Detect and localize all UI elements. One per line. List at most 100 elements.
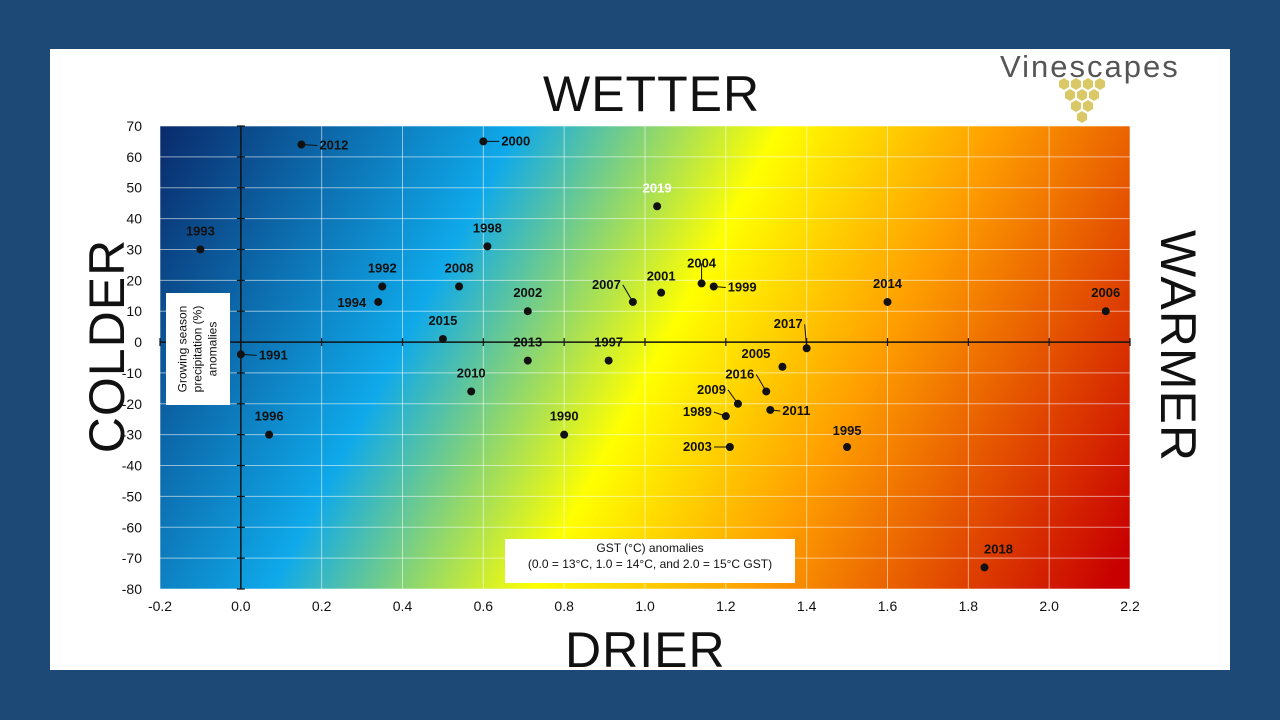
data-point (438, 334, 447, 343)
data-point (980, 563, 989, 572)
data-point-label: 1999 (728, 280, 757, 295)
data-point (653, 202, 662, 211)
data-point-label: 2013 (513, 335, 542, 350)
data-point-label: 1998 (473, 220, 502, 235)
y-axis-title: Growing season precipitation (%) anomali… (166, 293, 230, 405)
y-tick-label: 20 (126, 272, 142, 288)
data-point-label: 1989 (683, 404, 712, 419)
data-point-label: 1995 (833, 423, 862, 438)
y-tick-label: -10 (122, 365, 142, 381)
data-point-label: 2004 (687, 255, 717, 270)
data-point-label: 2002 (513, 285, 542, 300)
data-point-label: 2010 (457, 365, 486, 380)
data-point (1101, 307, 1110, 316)
data-point (657, 288, 666, 297)
data-point-label: 1991 (259, 347, 288, 362)
data-point (802, 344, 811, 353)
x-axis-title-line1: GST (°C) anomalies (596, 541, 704, 555)
grape-hex-logo-icon (1059, 78, 1105, 123)
data-point-label: 2007 (592, 277, 621, 292)
drier-label: DRIER (565, 622, 726, 678)
warmer-label: WARMER (1149, 230, 1206, 462)
x-tick-label: 0.0 (231, 598, 251, 614)
scatter-chart: -0.2 0.0 0.2 0.4 0.6 0.8 1.0 1.2 1.4 1.6 1.8 2.0 2.2… (122, 118, 1140, 614)
y-tick-label: -40 (122, 458, 142, 474)
y-tick-label: 60 (126, 149, 142, 165)
data-point-label: 2012 (319, 138, 348, 153)
data-point (560, 430, 569, 439)
x-tick-label: 1.4 (797, 598, 817, 614)
data-point (523, 307, 532, 316)
data-point (196, 245, 205, 254)
data-point (883, 297, 892, 306)
y-tick-label: 40 (126, 211, 142, 227)
data-point-label: 2018 (984, 541, 1013, 556)
colder-label: COLDER (79, 238, 136, 454)
data-point (479, 137, 488, 146)
y-tick-label: -80 (122, 581, 142, 597)
data-point (721, 412, 730, 421)
data-point-label: 2015 (428, 313, 457, 328)
x-tick-label: 2.0 (1039, 598, 1059, 614)
data-point (697, 279, 706, 288)
data-point (778, 362, 787, 371)
data-point (297, 140, 306, 149)
data-point (709, 282, 718, 291)
x-tick-label: 0.6 (474, 598, 494, 614)
y-tick-label: -60 (122, 519, 142, 535)
data-point (374, 297, 383, 306)
x-tick-label: 0.4 (393, 598, 413, 614)
x-tick-label: -0.2 (148, 598, 172, 614)
data-points: 1989 1990 1991 1992 1993 1994 1995 1996 1997 1998… (186, 133, 1120, 572)
data-point-label: 2000 (501, 133, 530, 148)
data-point-label: 1994 (337, 295, 367, 310)
data-point-label: 2019 (643, 180, 672, 195)
y-tick-label: -30 (122, 427, 142, 443)
data-point-label: 1990 (550, 409, 579, 424)
data-point-label: 1996 (255, 409, 284, 424)
data-point (733, 399, 742, 408)
y-tick-label: -50 (122, 488, 142, 504)
data-point (455, 282, 464, 291)
data-point-label: 2016 (725, 366, 754, 381)
data-point-label: 1993 (186, 223, 215, 238)
y-axis-title-text: Growing season precipitation (%) anomali… (175, 305, 220, 393)
data-point-label: 2005 (741, 346, 770, 361)
x-tick-label: 2.2 (1120, 598, 1140, 614)
data-point (378, 282, 387, 291)
x-tick-label: 1.8 (959, 598, 979, 614)
x-axis-title-line2: (0.0 = 13°C, 1.0 = 14°C, and 2.0 = 15°C … (527, 556, 773, 571)
x-axis-title: GST (°C) anomalies (0.0 = 13°C, 1.0 = 14… (505, 539, 795, 583)
data-point-label: 2008 (445, 261, 474, 276)
x-tick-label: 0.2 (312, 598, 332, 614)
data-point (236, 350, 245, 359)
x-tick-label: 1.6 (878, 598, 898, 614)
data-point-label: 2014 (873, 276, 903, 291)
data-point-label: 2009 (697, 382, 726, 397)
data-point-label: 2017 (774, 316, 803, 331)
data-point (725, 443, 734, 452)
point-leader-line (804, 324, 808, 349)
data-point (523, 356, 532, 365)
x-tick-label: 0.8 (554, 598, 574, 614)
data-point (766, 405, 775, 414)
data-point (483, 242, 492, 251)
y-tick-label: -20 (122, 396, 142, 412)
vinescapes-logo-text: Vinescapes (1000, 49, 1180, 84)
x-tick-label: 1.0 (635, 598, 655, 614)
y-tick-label: 0 (134, 334, 142, 350)
data-point-label: 1997 (594, 335, 623, 350)
y-tick-label: 50 (126, 180, 142, 196)
data-point (628, 297, 637, 306)
wetter-label: WETTER (543, 66, 761, 122)
data-point-label: 2006 (1091, 285, 1120, 300)
data-point (467, 387, 476, 396)
data-point (604, 356, 613, 365)
tick-labels: -0.2 0.0 0.2 0.4 0.6 0.8 1.0 1.2 1.4 1.6 1.8 2.0 2.2… (122, 118, 1140, 614)
data-point (843, 443, 852, 452)
x-tick-label: 1.2 (716, 598, 736, 614)
data-point-label: 1992 (368, 261, 397, 276)
y-tick-label: 70 (126, 118, 142, 134)
data-point-label: 2003 (683, 439, 712, 454)
y-tick-label: -70 (122, 550, 142, 566)
